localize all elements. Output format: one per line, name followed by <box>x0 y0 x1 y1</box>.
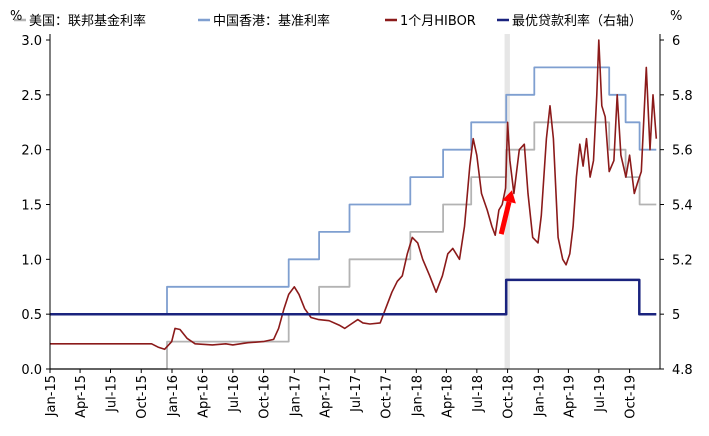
x-axis-tick-label: Jul-19 <box>593 375 608 413</box>
annotation-arrow-shaft <box>498 201 512 235</box>
legend-label-1: 中国香港：基准利率 <box>213 13 330 29</box>
x-axis-tick-label: Apr-15 <box>74 375 89 418</box>
x-axis-tick-label: Apr-17 <box>318 375 333 418</box>
right-axis-tick-label: 4.8 <box>672 363 693 378</box>
right-axis-tick-label: 6 <box>672 34 680 49</box>
x-axis-tick-label: Oct-19 <box>624 375 639 419</box>
left-axis-tick-label: 2.0 <box>21 144 42 159</box>
x-axis-tick-label: Jul-17 <box>349 375 364 413</box>
series-line-1 <box>50 66 657 316</box>
series-line-0 <box>50 121 657 370</box>
series-layer <box>50 39 658 370</box>
x-axis-tick-label: Apr-19 <box>562 375 577 418</box>
left-axis-tick-label: 3.0 <box>21 34 42 49</box>
x-axis-tick-label: Apr-18 <box>440 375 455 418</box>
x-axis-tick-label: Jul-18 <box>471 375 486 413</box>
right-axis-tick-label: 5.6 <box>672 144 693 159</box>
legend-label-3: 最优贷款利率（右轴） <box>512 13 642 29</box>
series-line-2 <box>50 39 658 351</box>
x-axis-tick-label: Apr-16 <box>196 375 211 418</box>
left-axis-tick-label: 0.0 <box>21 363 42 378</box>
right-axis-tick-label: 5.2 <box>672 253 693 268</box>
annotation-arrow-head <box>502 190 516 204</box>
x-axis-tick-label: Oct-15 <box>135 375 150 419</box>
x-axis-tick-label: Jan-18 <box>410 375 425 417</box>
left-axis-unit: % <box>10 9 22 24</box>
left-axis-tick-label: 1.5 <box>21 199 42 214</box>
right-axis-tick-label: 5.4 <box>672 199 693 214</box>
left-axis-tick-label: 2.5 <box>21 89 42 104</box>
legend: 美国：联邦基金利率 中国香港：基准利率 1个月HIBOR 最优贷款利率（右轴） <box>14 13 642 29</box>
annotation-arrow-layer <box>498 190 516 235</box>
legend-label-0: 美国：联邦基金利率 <box>29 13 146 29</box>
axes-layer: 0.0 0.5 1.0 1.5 2.0 2.5 3.0 4.8 5 5.2 5.4 5.6 5.8 6 Ja… <box>21 34 693 419</box>
x-axis-tick-label: Jan-15 <box>44 375 59 417</box>
x-axis-tick-label: Jan-19 <box>532 375 547 417</box>
right-axis-tick-label: 5 <box>672 308 680 323</box>
left-axis-tick-label: 1.0 <box>21 253 42 268</box>
x-axis-tick-label: Oct-18 <box>502 375 517 419</box>
legend-label-2: 1个月HIBOR <box>400 14 476 29</box>
right-axis-tick-label: 5.8 <box>672 89 693 104</box>
left-axis-tick-label: 0.5 <box>21 308 42 323</box>
right-axis-unit: % <box>670 9 682 24</box>
x-axis-tick-label: Jan-16 <box>166 375 181 417</box>
x-axis-tick-label: Jul-15 <box>104 375 119 413</box>
x-axis-tick-label: Oct-17 <box>380 375 395 419</box>
series-line-3 <box>50 278 657 316</box>
x-axis-tick-label: Jul-16 <box>227 375 242 413</box>
x-axis-tick-label: Oct-16 <box>258 375 273 419</box>
x-axis-tick-label: Jan-17 <box>288 375 303 417</box>
